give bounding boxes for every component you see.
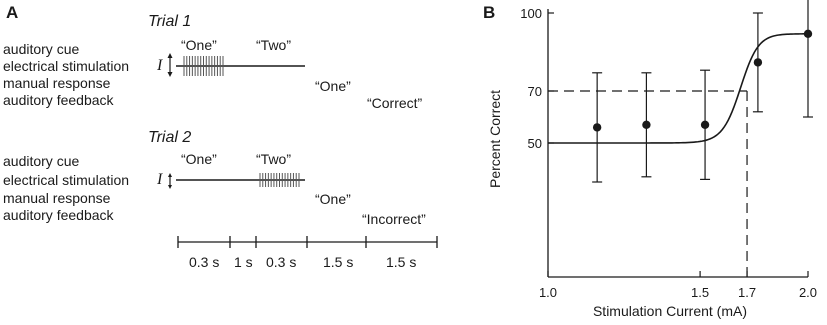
x-tick-label: 1.7 <box>738 285 756 300</box>
panel-a-label: A <box>6 3 19 22</box>
trial2-title: Trial 2 <box>148 129 192 146</box>
trial2-row-label-auditory-feedback: auditory feedback <box>3 207 114 223</box>
chart-marks <box>548 0 813 277</box>
timeline-label-0: 0.3 s <box>189 254 220 270</box>
trial2-current-arrow-head-up <box>168 173 172 177</box>
trial1-row-label-auditory-cue: auditory cue <box>3 41 80 57</box>
trial1-current-symbol: I <box>157 57 163 74</box>
timeline-ticks <box>177 236 438 248</box>
y-axis-title: Percent Correct <box>487 90 503 188</box>
x-tick-label: 1.0 <box>539 285 557 300</box>
trial1-pulse-train <box>183 56 224 76</box>
trial1-title: Trial 1 <box>148 13 192 30</box>
y-tick-label: 70 <box>528 84 542 99</box>
data-point-2 <box>700 120 710 129</box>
panel-b-label: B <box>483 3 496 22</box>
x-axis-title: Stimulation Current (mA) <box>593 303 747 319</box>
data-point-4 <box>803 29 813 38</box>
trial2-pulse-train <box>259 173 300 187</box>
fit-curve <box>548 33 809 144</box>
trial1-row-label-manual-response: manual response <box>3 75 111 91</box>
trial1-row-label-auditory-feedback: auditory feedback <box>3 92 114 108</box>
trial2-feedback: “Incorrect” <box>362 211 426 227</box>
trial1-current-arrow-head-down <box>167 72 173 77</box>
trial1-row-label-electrical-stimulation: electrical stimulation <box>3 58 130 74</box>
trial2-current-arrow-head-down <box>168 185 172 189</box>
trial1-cue-one: “One” <box>181 37 217 53</box>
trial2-current-symbol: I <box>157 171 163 188</box>
timeline-label-2: 0.3 s <box>266 254 297 270</box>
x-tick-label: 2.0 <box>799 285 817 300</box>
y-tick-label: 50 <box>528 136 542 151</box>
trial2-row-label-electrical-stimulation: electrical stimulation <box>3 172 130 188</box>
data-point-0 <box>592 123 602 132</box>
panel-a-drawings <box>167 53 438 248</box>
timeline-label-1: 1 s <box>234 254 253 270</box>
trial2-row-label-manual-response: manual response <box>3 190 111 206</box>
timeline-label-3: 1.5 s <box>323 254 354 270</box>
trial2-row-label-auditory-cue: auditory cue <box>3 153 80 169</box>
trial2-cue-one: “One” <box>181 151 217 167</box>
x-tick-label: 1.5 <box>691 285 709 300</box>
trial1-response: “One” <box>315 78 351 94</box>
trial1-cue-two: “Two” <box>256 37 291 53</box>
chart-axes: 50 70 100 1.0 1.5 1.7 2.0 Stimulation Current (… <box>487 6 817 319</box>
trial2-response: “One” <box>315 191 351 207</box>
trial1-feedback: “Correct” <box>367 95 423 111</box>
data-point-1 <box>642 120 651 129</box>
data-point-3 <box>753 58 763 67</box>
timeline-label-4: 1.5 s <box>386 254 417 270</box>
trial2-cue-two: “Two” <box>256 151 291 167</box>
y-tick-label: 100 <box>520 6 542 21</box>
trial1-current-arrow-head-up <box>167 53 173 58</box>
